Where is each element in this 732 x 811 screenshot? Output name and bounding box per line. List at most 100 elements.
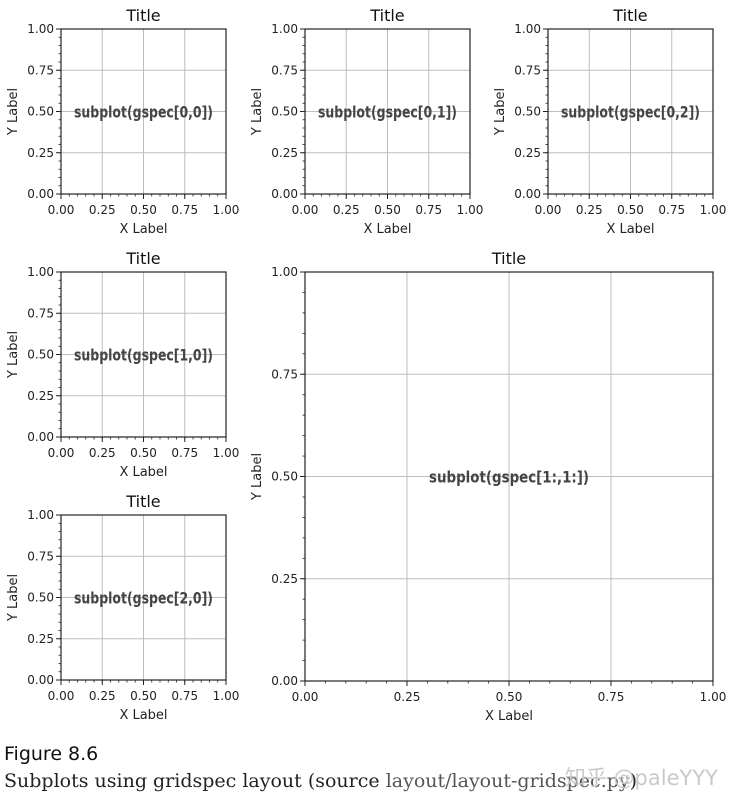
subplot-0: 0.00 0.25 0.50 0.75 1.00 0.00 0.25 0.50 0.75 1.00… [6,6,239,237]
x-axis-label: X Label [119,222,167,237]
watermark: 知乎 @paleYYY [564,766,718,790]
y-tick-label: 1.00 [27,265,54,279]
x-tick-label: 0.50 [617,203,644,217]
subplot-title: Title [491,249,526,268]
y-tick-label: 0.75 [27,306,54,320]
x-tick-label: 0.50 [130,446,157,460]
y-axis-label: Y Label [6,574,21,622]
x-tick-label: 0.50 [496,690,523,704]
caption-closing: ) [629,770,638,792]
x-tick-label: 1.00 [213,446,240,460]
subplot-annotation: subplot(gspec[0,0]) [74,103,213,122]
y-tick-label: 1.00 [514,22,541,36]
y-tick-label: 0.00 [27,430,54,444]
axes-frame [547,28,714,195]
subplot-5: 0.00 0.25 0.50 0.75 1.00 0.00 0.25 0.50 0.75 1.00… [6,492,239,723]
x-tick-label: 0.00 [48,689,75,703]
subplot-annotation: subplot(gspec[0,1]) [318,103,457,122]
x-tick-label: 0.00 [292,203,319,217]
y-axis-label: Y Label [493,88,508,136]
figure-caption: Subplots using gridspec layout (source l… [4,770,637,792]
subplot-annotation: subplot(gspec[2,0]) [74,589,213,608]
x-tick-label: 0.25 [576,203,603,217]
caption-source-link[interactable]: layout/layout-gridspec.py [385,770,630,792]
x-tick-label: 1.00 [213,203,240,217]
subplot-1: 0.00 0.25 0.50 0.75 1.00 0.00 0.25 0.50 0.75 1.00… [250,6,483,237]
x-tick-label: 0.75 [598,690,625,704]
caption-text: Subplots using gridspec layout (source [4,770,386,792]
y-tick-label: 1.00 [27,508,54,522]
x-tick-label: 0.50 [130,203,157,217]
y-tick-label: 0.25 [27,389,54,403]
axes-frame [60,514,227,681]
x-tick-label: 0.75 [658,203,685,217]
y-tick-label: 0.50 [27,591,54,605]
gridspec-figure: 0.00 0.25 0.50 0.75 1.00 0.00 0.25 0.50 0.75 1.00… [6,6,726,724]
x-tick-label: 0.75 [415,203,442,217]
subplot-title: Title [125,492,160,511]
y-tick-label: 0.50 [27,348,54,362]
x-tick-label: 0.25 [333,203,360,217]
y-tick-label: 0.50 [271,105,298,119]
y-tick-label: 0.25 [271,572,298,586]
y-tick-label: 0.25 [27,632,54,646]
y-axis-label: Y Label [6,88,21,136]
x-axis-label: X Label [119,465,167,480]
figure-number: Figure 8.6 [4,743,99,765]
subplot-3: 0.00 0.25 0.50 0.75 1.00 0.00 0.25 0.50 0.75 1.00… [6,249,239,480]
y-axis-label: Y Label [6,331,21,379]
x-axis-label: X Label [119,708,167,723]
y-tick-label: 0.50 [514,105,541,119]
y-tick-label: 0.00 [27,187,54,201]
y-tick-label: 0.25 [27,146,54,160]
x-tick-label: 1.00 [700,690,727,704]
x-tick-label: 0.00 [48,446,75,460]
x-tick-label: 0.25 [89,203,116,217]
y-tick-label: 0.75 [271,367,298,381]
x-tick-label: 0.25 [89,446,116,460]
subplot-title: Title [612,6,647,25]
y-tick-label: 0.25 [514,146,541,160]
axes-frame [60,271,227,438]
subplot-title: Title [125,249,160,268]
subplot-2: 0.00 0.25 0.50 0.75 1.00 0.00 0.25 0.50 0.75 1.00… [493,6,726,237]
subplot-annotation: subplot(gspec[0,2]) [561,103,700,122]
subplot-title: Title [125,6,160,25]
y-tick-label: 1.00 [271,265,298,279]
x-tick-label: 0.00 [292,690,319,704]
x-axis-label: X Label [485,709,533,724]
subplot-annotation: subplot(gspec[1:,1:]) [429,468,589,487]
y-tick-label: 1.00 [271,22,298,36]
subplot-4: 0.00 0.25 0.50 0.75 1.00 0.00 0.25 0.50 0.75 1.00… [250,249,726,724]
y-tick-label: 0.75 [271,63,298,77]
x-tick-label: 0.00 [48,203,75,217]
y-tick-label: 0.50 [271,470,298,484]
y-axis-label: Y Label [250,453,265,501]
y-tick-label: 0.75 [514,63,541,77]
x-axis-label: X Label [363,222,411,237]
x-tick-label: 0.75 [171,203,198,217]
y-tick-label: 0.50 [27,105,54,119]
y-tick-label: 1.00 [27,22,54,36]
x-tick-label: 0.50 [130,689,157,703]
x-tick-label: 0.25 [394,690,421,704]
x-tick-label: 1.00 [213,689,240,703]
x-tick-label: 0.50 [374,203,401,217]
x-tick-label: 1.00 [700,203,727,217]
y-tick-label: 0.25 [271,146,298,160]
y-tick-label: 0.00 [271,187,298,201]
subplot-title: Title [369,6,404,25]
y-tick-label: 0.00 [514,187,541,201]
x-axis-label: X Label [606,222,654,237]
subplot-annotation: subplot(gspec[1,0]) [74,346,213,365]
x-tick-label: 0.75 [171,689,198,703]
y-tick-label: 0.75 [27,63,54,77]
y-axis-label: Y Label [250,88,265,136]
axes-frame [60,28,227,195]
axes-frame [304,28,471,195]
axes-frame [304,271,714,682]
x-tick-label: 0.00 [535,203,562,217]
y-tick-label: 0.75 [27,549,54,563]
x-tick-label: 1.00 [457,203,484,217]
y-tick-label: 0.00 [271,674,298,688]
